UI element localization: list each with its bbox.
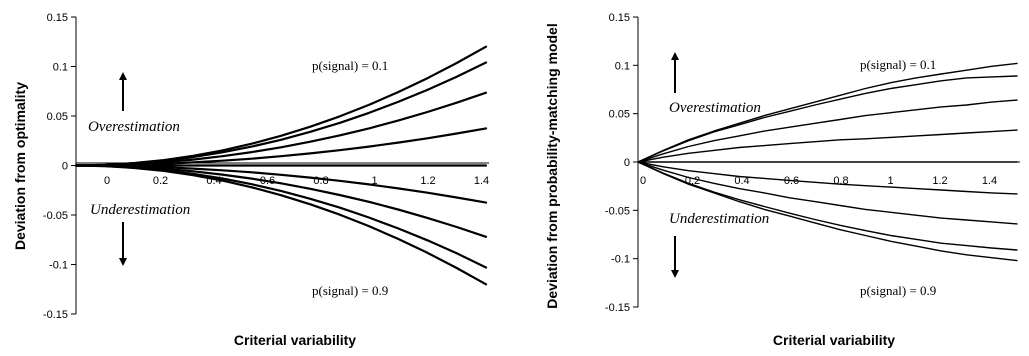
chart-optimality-top-series-label: p(signal) = 0.1 xyxy=(312,58,388,73)
chart-probability-matching-series-line-3 xyxy=(637,99,1018,163)
chart-optimality-y-tick-label: 0.05 xyxy=(47,111,68,123)
chart-probability-matching-series-line-7 xyxy=(637,161,1018,225)
chart-probability-matching-series-line-9 xyxy=(637,161,1018,262)
chart-optimality-x-axis-title: Criterial variability xyxy=(234,332,356,348)
chart-optimality-y-tick-label: 0.1 xyxy=(53,62,68,74)
chart-optimality-y-tick-label: -0.1 xyxy=(49,260,68,272)
chart-probability-matching-underestimation-label: Underestimation xyxy=(669,211,769,227)
chart-optimality-y-tick-label: 0 xyxy=(62,161,68,173)
chart-probability-matching-y-tick-label: 0.1 xyxy=(615,60,630,72)
chart-probability-matching-x-axis-title: Criterial variability xyxy=(773,332,895,348)
chart-probability-matching-series-line-6 xyxy=(637,161,1018,195)
chart-probability-matching-x-tick-label: 1 xyxy=(887,175,893,187)
chart-probability-matching-y-tick-label: -0.05 xyxy=(605,205,630,217)
chart-optimality-overestimation-label: Overestimation xyxy=(88,119,180,135)
chart-optimality-underestimation-label: Underestimation xyxy=(90,202,190,218)
chart-probability-matching-x-tick-label: 0 xyxy=(640,175,646,187)
chart-probability-matching-y-axis-title: Deviation from probability-matching mode… xyxy=(544,23,560,308)
chart-probability-matching-bottom-series-label: p(signal) = 0.9 xyxy=(860,283,936,298)
chart-optimality-bottom-series-label: p(signal) = 0.9 xyxy=(312,283,388,298)
chart-probability-matching-series-line-4 xyxy=(637,129,1018,163)
chart-probability-matching-y-axis-title-text: Deviation from probability-matching mode… xyxy=(544,23,560,308)
chart-probability-matching-series-line-1 xyxy=(637,62,1018,163)
chart-optimality-x-tick-label: 0 xyxy=(104,175,110,187)
chart-optimality-y-tick-label: 0.15 xyxy=(47,12,68,24)
chart-probability-matching-y-tick-label: 0.05 xyxy=(609,109,630,121)
chart-probability-matching-y-tick-label: -0.15 xyxy=(605,302,630,314)
chart-probability-matching-x-tick-label: 1.4 xyxy=(982,175,997,187)
chart-probability-matching-top-series-label: p(signal) = 0.1 xyxy=(860,57,936,72)
chart-optimality-x-tick-label: 0.8 xyxy=(313,175,328,187)
chart-probability-matching-y-tick-label: -0.1 xyxy=(611,254,630,266)
chart-probability-matching-ticks: 0.150.10.050-0.05-0.1-0.150 0.2 0.4 0.6 0.8 1… xyxy=(605,12,997,314)
chart-optimality-x-tick-label: 1.2 xyxy=(420,175,435,187)
chart-optimality-series-line-2 xyxy=(74,61,488,167)
chart-optimality-y-tick-label: -0.05 xyxy=(43,210,68,222)
chart-probability-matching-y-tick-label: 0.15 xyxy=(609,12,630,24)
chart-probability-matching-y-tick-label: 0 xyxy=(624,157,630,169)
chart-optimality-y-axis-title: Deviation from optimality xyxy=(12,82,28,250)
chart-probability-matching-series xyxy=(637,62,1018,262)
chart-probability-matching-series-line-2 xyxy=(637,75,1018,163)
chart-optimality-y-tick-label: -0.15 xyxy=(43,309,68,321)
chart-optimality: Deviation from optimality Criterial vari… xyxy=(12,12,489,348)
chart-probability-matching-x-tick-label: 1.2 xyxy=(932,175,947,187)
chart-optimality-series-line-9 xyxy=(74,164,488,286)
chart-optimality-x-tick-label: 1 xyxy=(371,175,377,187)
chart-optimality-series xyxy=(74,45,488,286)
chart-probability-matching-x-tick-label: 0.4 xyxy=(734,175,749,187)
chart-probability-matching-overestimation-label: Overestimation xyxy=(669,100,761,116)
chart-optimality-x-tick-label: 1.4 xyxy=(474,175,489,187)
chart-optimality-x-tick-label: 0.2 xyxy=(153,175,168,187)
chart-probability-matching-series-line-8 xyxy=(637,161,1018,251)
chart-probability-matching: Deviation from probability-matching mode… xyxy=(544,12,1020,348)
